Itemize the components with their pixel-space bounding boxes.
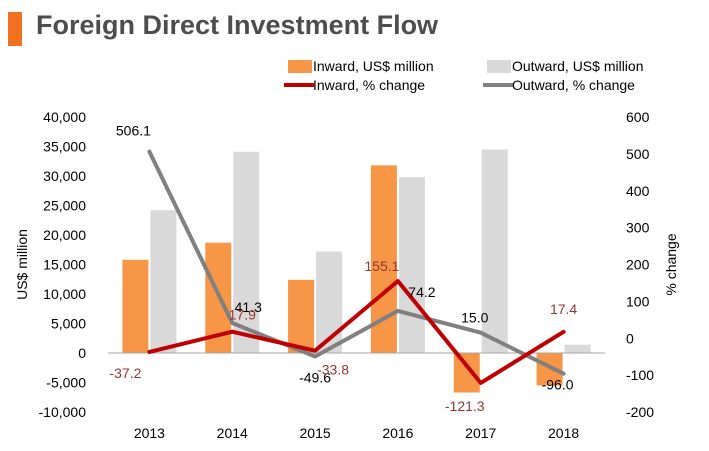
inward-bar: [288, 279, 315, 353]
y2-tick-label: -100: [626, 367, 654, 383]
outward-pct-line: [147, 149, 566, 376]
x-tick-label: 2015: [300, 425, 331, 441]
outward-bar: [564, 344, 591, 353]
inward-pct-label: 17.9: [229, 307, 256, 323]
y-tick-label: 5,000: [51, 316, 86, 332]
y2-tick-label: 600: [626, 109, 650, 125]
y-tick-label: 40,000: [43, 109, 86, 125]
y-tick-label: 0: [78, 345, 86, 361]
y-tick-label: 10,000: [43, 286, 86, 302]
x-tick-label: 2013: [134, 425, 165, 441]
y-tick-label: 20,000: [43, 227, 86, 243]
inward-pct-label: -37.2: [109, 365, 141, 381]
outward-pct-label: 74.2: [408, 284, 435, 300]
outward-pct-label: 506.1: [116, 123, 151, 139]
y2-tick-label: 400: [626, 183, 650, 199]
y-tick-label: 15,000: [43, 257, 86, 273]
legend-outward-line-label: Outward, % change: [512, 77, 635, 93]
y2-tick-label: -200: [626, 404, 654, 420]
outward-pct-label: -96.0: [542, 377, 574, 393]
y2-tick-label: 300: [626, 220, 650, 236]
y2-tick-label: 100: [626, 293, 650, 309]
legend-outward-bar-swatch: [487, 60, 511, 73]
inward-pct-line: [147, 279, 566, 385]
legend-inward-line-label: Inward, % change: [313, 77, 425, 93]
outward-pct-label: 41.3: [235, 299, 262, 315]
inward-pct-label: -33.8: [317, 362, 349, 378]
outward-bar: [233, 151, 260, 353]
legend-outward-bar-label: Outward, US$ million: [512, 58, 644, 74]
outward-bar: [398, 177, 425, 353]
outward-bar: [481, 149, 508, 353]
x-tick-label: 2014: [217, 425, 248, 441]
outward-pct-label: -49.6: [299, 370, 331, 386]
y2-tick-label: 200: [626, 257, 650, 273]
y-tick-label: 25,000: [43, 198, 86, 214]
y-tick-label: 35,000: [43, 139, 86, 155]
inward-pct-label: -121.3: [445, 398, 485, 414]
legend-inward-bar-label: Inward, US$ million: [313, 58, 434, 74]
inward-pct-label: 17.4: [550, 301, 577, 317]
x-tick-label: 2017: [465, 425, 496, 441]
outward-pct-label: 15.0: [461, 310, 488, 326]
y-tick-label: -10,000: [39, 404, 87, 420]
title-accent-bar: [8, 12, 22, 46]
y2-tick-label: 500: [626, 146, 650, 162]
legend-inward-bar-swatch: [288, 60, 312, 73]
inward-bar: [453, 353, 480, 393]
inward-pct-label: 155.1: [364, 258, 399, 274]
y-tick-label: -5,000: [46, 375, 86, 391]
x-tick-label: 2016: [382, 425, 413, 441]
y2-tick-label: 0: [626, 330, 634, 346]
x-tick-label: 2018: [548, 425, 579, 441]
y-axis-title: US$ million: [14, 229, 30, 300]
outward-bar: [150, 210, 177, 353]
y2-axis-title: % change: [663, 233, 679, 295]
y-tick-label: 30,000: [43, 168, 86, 184]
inward-bar: [122, 259, 149, 353]
outward-bar: [316, 251, 343, 353]
chart-title: Foreign Direct Investment Flow: [36, 10, 439, 40]
